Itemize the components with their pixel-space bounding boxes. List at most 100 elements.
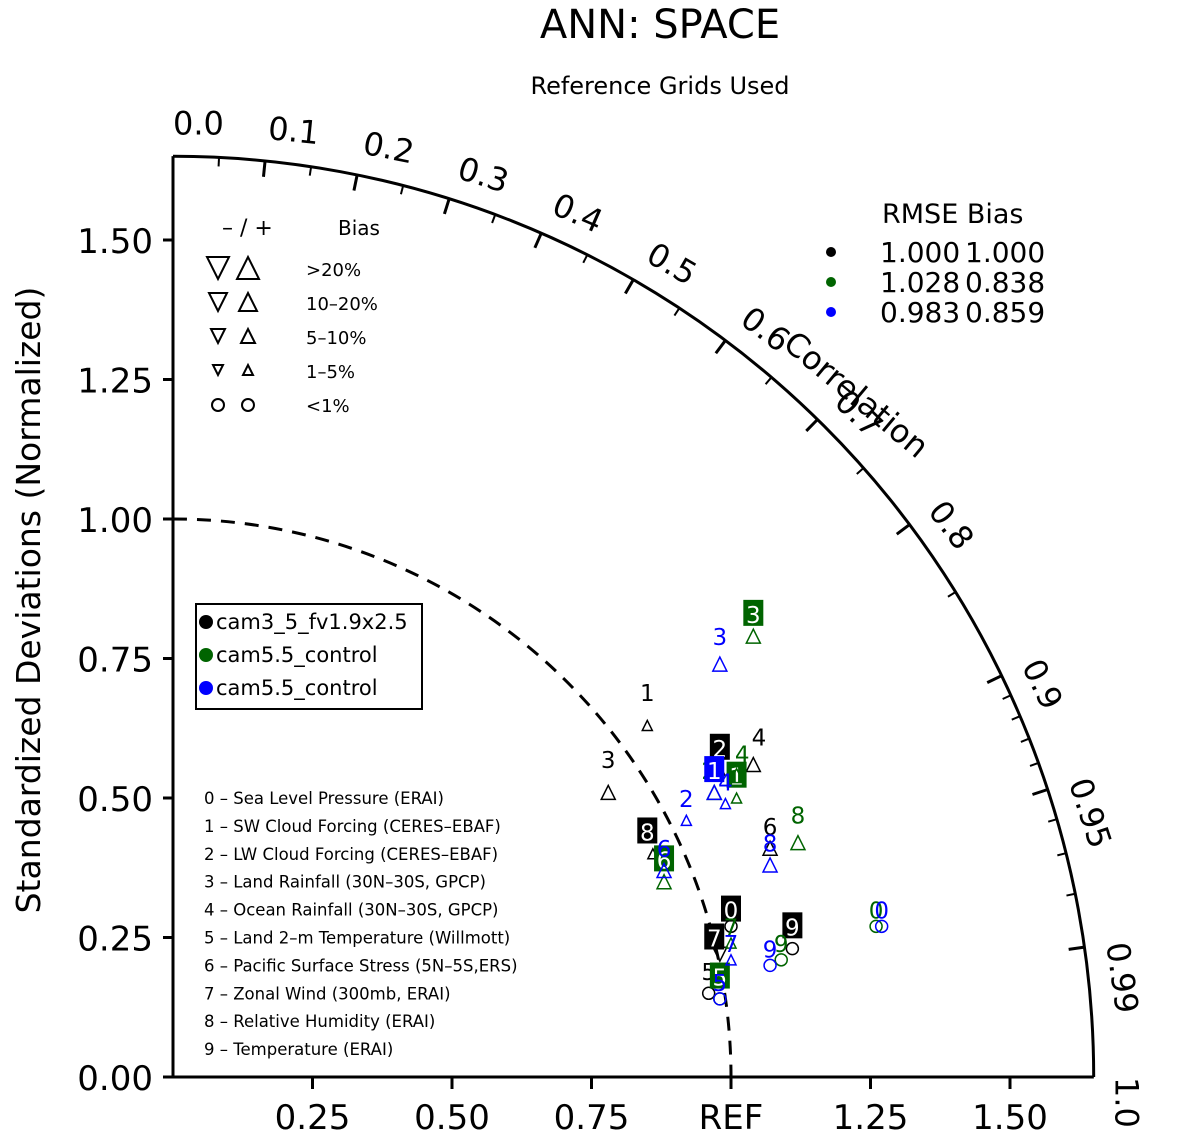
data-point-marker [719,796,732,810]
correlation-minor-tick [1011,715,1021,721]
data-point-marker [774,953,788,967]
data-point-marker [641,718,654,732]
bias-legend-circle [241,398,255,412]
y-tick-label: 0.75 [77,641,153,681]
correlation-tick-label: 0.5 [640,235,703,293]
data-point-label: 3 [713,625,728,651]
data-point-label: 7 [724,932,739,958]
data-point-marker [745,755,762,773]
data-point-label: 3 [601,748,616,774]
data-point-marker [680,813,693,827]
variable-label: 4 – Ocean Rainfall (30N–30S, GPCP) [204,901,498,920]
data-point-label: 0 [874,899,889,925]
data-point-label-box [704,923,725,950]
x-tick-label: 1.25 [833,1098,909,1135]
data-point-label-box [637,817,658,844]
variable-label: 3 – Land Rainfall (30N–30S, GPCP) [204,873,486,892]
data-point-marker [789,833,807,851]
bias-legend-label: <1% [306,396,350,417]
rmse-series-dot [826,277,836,287]
rmse-header: RMSE Bias [882,199,1023,230]
data-point-label: 1 [640,681,655,707]
rmse-value: 1.000 [880,236,960,269]
data-point-marker [713,992,727,1006]
variable-label: 9 – Temperature (ERAI) [204,1040,393,1059]
bias-legend-label: 5–10% [306,328,366,349]
model-legend-dot [199,681,213,695]
data-point-marker [724,953,738,966]
data-point-marker [728,767,745,784]
correlation-tick-label: 0.1 [266,109,320,152]
data-point-marker [761,839,779,856]
data-point-label-box [704,756,725,783]
model-legend-box [195,603,423,710]
correlation-minor-tick [1047,818,1058,823]
bias-legend-header-label: Bias [338,216,380,240]
correlation-minor-tick [856,467,865,475]
data-point-label-box [709,962,730,989]
data-point-label: 4 [735,742,750,768]
correlation-minor-tick [1002,694,1012,700]
bias-legend-label: 10–20% [306,294,378,315]
rmse-value: 0.983 [880,296,960,329]
data-point-marker [706,783,723,801]
correlation-tick [986,674,1003,685]
data-point-label: 0 [869,899,884,925]
data-point-label-box [743,599,764,626]
correlation-tick [261,160,267,177]
correlation-tick [442,198,451,215]
data-point-marker [763,958,777,973]
correlation-tick [624,278,635,295]
correlation-minor-tick [582,254,589,264]
data-point-label: 9 [785,915,800,941]
data-point-label: 5 [713,966,728,992]
bias-value: 0.859 [965,296,1045,329]
data-point-label-box [721,895,741,922]
model-legend-dot [199,648,213,662]
bias-value: 0.838 [965,266,1045,299]
model-legend-label: cam3_5_fv1.9x2.5 [216,610,408,635]
data-point-marker [874,919,889,934]
correlation-minor-tick [308,166,313,176]
data-point-label-box [654,845,675,872]
bias-legend-up-triangle [239,326,257,344]
data-point-label-box [782,912,803,939]
data-point-label: 6 [657,848,672,874]
bias-legend-down-triangle [209,328,227,346]
reference-arc [172,517,733,1078]
variable-list: 0 – Sea Level Pressure (ERAI) 1 – SW Clou… [204,789,518,1059]
correlation-tick [1068,945,1085,951]
data-point-label: 4 [752,726,767,752]
data-point-marker [701,986,716,1001]
correlation-tick-label: 0.0 [173,104,224,142]
bias-value: 1.000 [965,236,1045,269]
y-tick-label: 1.50 [77,222,153,262]
y-tick-label: 0.00 [77,1059,153,1099]
bias-legend-label: >20% [306,260,361,281]
correlation-minor-tick [1066,892,1076,897]
rmse-series-dot [826,247,836,257]
data-points: 012345678901234567890123456789 [600,599,889,1006]
data-point-marker [655,861,673,879]
data-point-label: 3 [746,603,761,629]
correlation-tick [805,418,819,432]
data-point-label: 7 [707,927,722,953]
outer-arc [172,154,1096,1078]
bias-legend-circle [211,398,225,412]
y-axis-label: Standardized Deviations (Normalized) [9,287,48,914]
data-point-label-box [726,761,747,788]
correlation-axis-label: Correlation [776,323,936,465]
bias-legend: – / + Bias >20% 10–20% 5–10% 1–5% <1% [205,216,380,417]
model-legend-dot [199,615,213,629]
bias-legend-up-triangle [241,362,255,376]
bias-legend-up-triangle [237,290,259,312]
data-point-marker [761,856,779,873]
data-point-marker [724,936,738,949]
data-point-label: 6 [763,815,778,841]
correlation-minor-tick [673,307,681,317]
chart-subtitle: Reference Grids Used [530,72,789,100]
x-tick-label: REF [699,1098,764,1135]
variable-label: 5 – Land 2–m Temperature (Willmott) [204,929,510,948]
data-point-marker [869,919,883,934]
